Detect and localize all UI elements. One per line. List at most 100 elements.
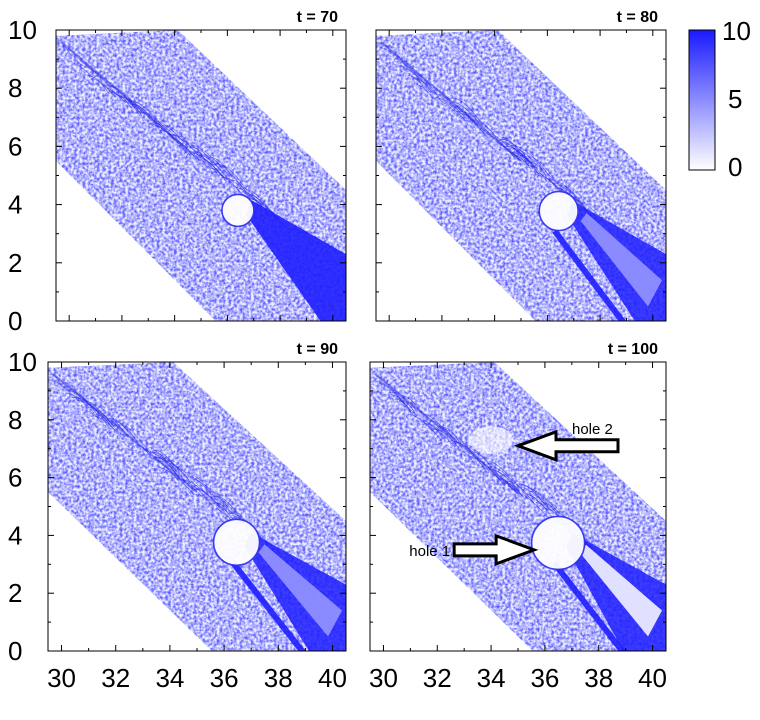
filament [412,77,436,96]
filament [183,471,216,498]
y-tick-label: 8 [8,73,22,103]
x-tick-label: 34 [477,663,506,693]
filament [514,153,530,166]
filament [515,150,538,169]
filament [190,144,229,175]
filament [216,169,249,197]
y-tick-label: 10 [8,15,37,45]
filament [523,487,549,509]
x-tick-label: 30 [369,663,398,693]
jet [245,200,346,321]
panel: t = 100 30 32 34 36 38 40 hole 2 hole 1 [369,341,667,693]
filament [118,94,138,110]
filament [529,162,547,177]
filament [132,101,163,126]
filament [193,488,229,518]
jet-core [258,544,342,637]
filament [176,134,191,147]
jet-edge [551,561,626,651]
filament [501,142,528,164]
colorbar-tick-label: 0 [728,152,742,182]
filament [525,157,546,174]
panel: t = 80 [375,9,667,322]
filament [526,493,548,511]
filament [505,480,535,504]
heatmap-field [56,30,346,321]
filament [436,428,457,445]
filament [94,75,114,92]
filament [90,78,110,95]
filament [448,97,484,127]
filament [440,427,475,456]
filament [109,417,132,436]
annotation-label: hole 1 [409,543,450,560]
colorbar-tick-label: 5 [728,84,742,114]
panel: t = 70 0 2 4 6 8 10 [8,9,347,336]
jet-core [580,213,662,307]
filament [472,451,493,469]
filament [529,491,550,508]
ridge [60,41,202,162]
jet-core [580,544,662,637]
annotation-arrow [513,429,620,462]
filament [438,99,460,116]
ridge [374,373,519,493]
filament [211,162,243,188]
panel: t = 90 0 2 4 6 8 10 30 32 34 36 38 40 [8,341,347,693]
filament [107,417,123,431]
filament [501,137,521,153]
hole [221,193,255,228]
x-tick-label: 32 [423,663,452,693]
filament [112,421,149,451]
filament [560,186,580,202]
filament [464,119,477,130]
filament [195,153,220,173]
filament [215,164,246,189]
y-tick-label: 2 [8,578,22,608]
filament [92,415,124,441]
filament [245,194,260,206]
x-tick-label: 34 [155,663,184,693]
x-tick-label: 38 [264,663,293,693]
filament [192,478,228,508]
ridge [52,373,198,493]
filament [194,151,206,162]
filament [67,393,98,418]
filament [210,168,226,182]
y-tick-label: 4 [8,520,22,550]
filament [184,479,221,509]
filament [395,58,408,69]
filament [203,161,233,185]
x-tick-label: 36 [210,663,239,693]
filament [408,74,432,94]
ridge [380,41,522,162]
filament [203,160,216,171]
filament [190,147,223,174]
filament [498,138,528,163]
filament [129,439,140,449]
y-tick-label: 2 [8,248,22,278]
filament [423,419,446,438]
y-tick-label: 6 [8,131,22,161]
filament [377,381,405,404]
hole [212,518,261,567]
filament [500,474,527,496]
x-tick-label: 40 [318,663,347,693]
y-tick-label: 0 [8,636,22,666]
filament [417,76,433,89]
panels-layer: t = 70 0 2 4 6 8 10 t = 80 t = 90 0 2 4 6 8 10 30 32 34 36… [8,9,667,693]
filament [84,409,107,428]
filament [216,174,244,196]
filament [557,184,587,209]
filament [78,398,114,427]
filament [448,440,487,473]
x-tick-label: 30 [47,663,76,693]
time-label: t = 100 [608,341,658,358]
filament [239,185,265,206]
jet-edge [552,229,626,321]
time-label: t = 80 [617,9,658,26]
filament [435,96,466,122]
filament [162,459,192,484]
filament [439,426,462,445]
